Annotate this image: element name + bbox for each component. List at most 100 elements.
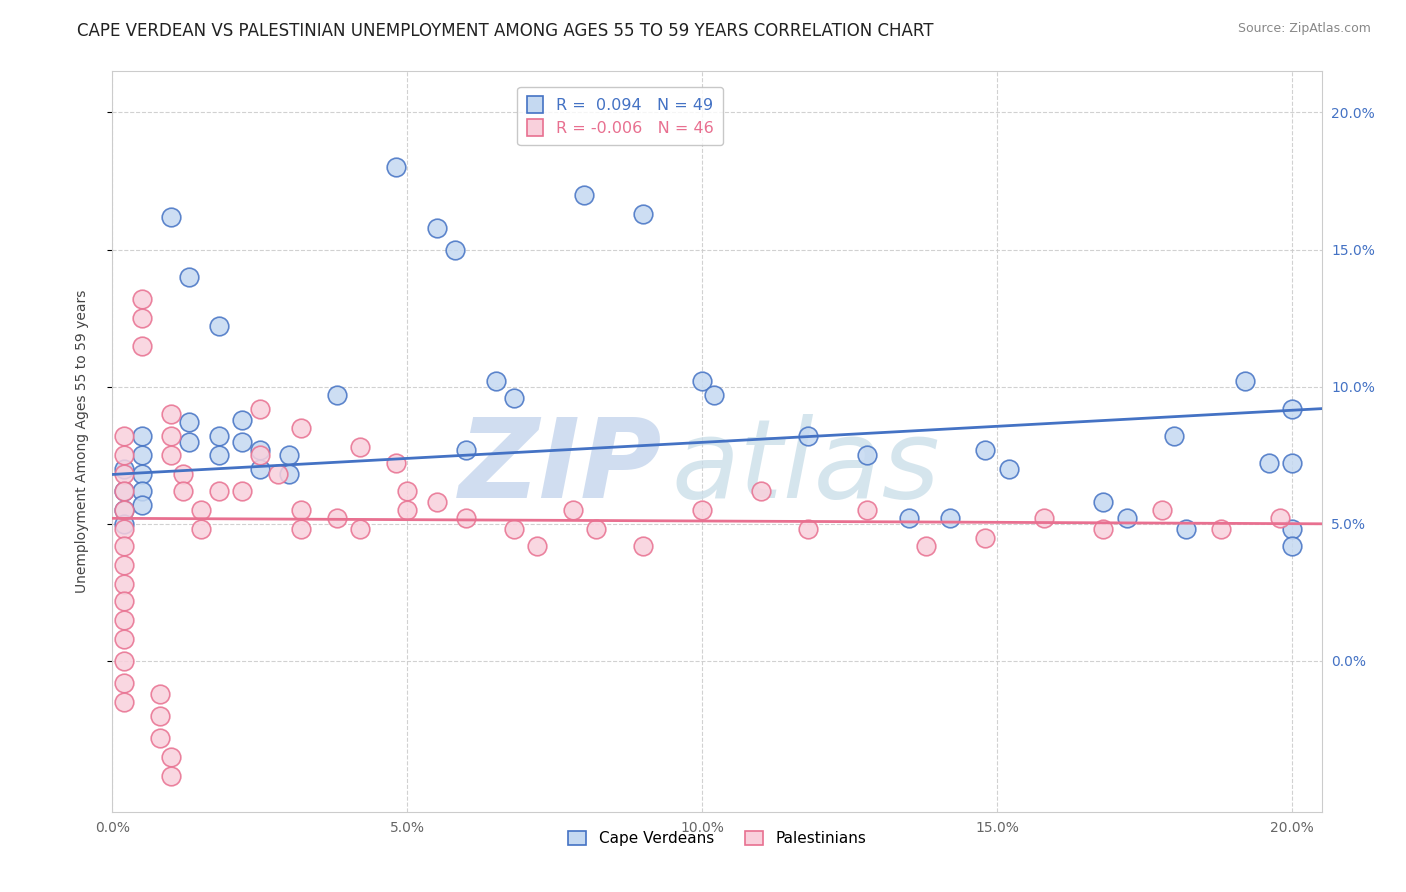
- Point: [149, 687, 172, 701]
- Point: [585, 522, 607, 536]
- Point: [1257, 457, 1279, 471]
- Point: [112, 429, 135, 443]
- Point: [974, 442, 997, 457]
- Point: [396, 483, 419, 498]
- Point: [112, 467, 135, 482]
- Point: [249, 448, 271, 462]
- Point: [349, 522, 371, 536]
- Point: [112, 654, 135, 668]
- Point: [561, 503, 583, 517]
- Point: [1092, 495, 1115, 509]
- Point: [974, 531, 997, 545]
- Point: [485, 374, 508, 388]
- Point: [131, 498, 153, 512]
- Point: [231, 483, 253, 498]
- Point: [112, 539, 135, 553]
- Point: [208, 429, 231, 443]
- Point: [249, 462, 271, 476]
- Point: [231, 412, 253, 426]
- Point: [426, 220, 449, 235]
- Point: [112, 516, 135, 531]
- Point: [208, 448, 231, 462]
- Point: [1281, 401, 1303, 416]
- Point: [160, 429, 183, 443]
- Point: [915, 539, 938, 553]
- Point: [574, 187, 596, 202]
- Point: [703, 388, 725, 402]
- Point: [249, 401, 271, 416]
- Point: [502, 522, 524, 536]
- Text: Source: ZipAtlas.com: Source: ZipAtlas.com: [1237, 22, 1371, 36]
- Point: [112, 676, 135, 690]
- Point: [749, 483, 772, 498]
- Point: [160, 750, 183, 764]
- Point: [443, 243, 465, 257]
- Point: [160, 407, 183, 421]
- Point: [396, 503, 419, 517]
- Point: [112, 632, 135, 646]
- Point: [112, 593, 135, 607]
- Point: [160, 769, 183, 783]
- Point: [131, 448, 153, 462]
- Point: [208, 319, 231, 334]
- Point: [190, 503, 212, 517]
- Point: [131, 338, 153, 352]
- Point: [502, 391, 524, 405]
- Point: [526, 539, 548, 553]
- Point: [266, 467, 288, 482]
- Point: [172, 483, 194, 498]
- Point: [278, 467, 301, 482]
- Point: [179, 415, 201, 429]
- Point: [856, 503, 879, 517]
- Point: [325, 388, 347, 402]
- Point: [160, 448, 183, 462]
- Point: [1152, 503, 1174, 517]
- Point: [190, 522, 212, 536]
- Point: [249, 442, 271, 457]
- Point: [1092, 522, 1115, 536]
- Point: [131, 483, 153, 498]
- Point: [290, 421, 312, 435]
- Point: [998, 462, 1021, 476]
- Point: [797, 522, 820, 536]
- Point: [131, 429, 153, 443]
- Point: [112, 448, 135, 462]
- Point: [172, 467, 194, 482]
- Point: [349, 440, 371, 454]
- Point: [1270, 511, 1292, 525]
- Point: [1281, 522, 1303, 536]
- Point: [897, 511, 920, 525]
- Point: [112, 483, 135, 498]
- Point: [231, 434, 253, 449]
- Point: [426, 495, 449, 509]
- Point: [692, 374, 714, 388]
- Text: atlas: atlas: [671, 414, 939, 521]
- Point: [112, 522, 135, 536]
- Point: [149, 708, 172, 723]
- Point: [797, 429, 820, 443]
- Point: [384, 161, 406, 175]
- Y-axis label: Unemployment Among Ages 55 to 59 years: Unemployment Among Ages 55 to 59 years: [75, 290, 89, 593]
- Point: [149, 731, 172, 745]
- Point: [456, 511, 478, 525]
- Text: CAPE VERDEAN VS PALESTINIAN UNEMPLOYMENT AMONG AGES 55 TO 59 YEARS CORRELATION C: CAPE VERDEAN VS PALESTINIAN UNEMPLOYMENT…: [77, 22, 934, 40]
- Point: [131, 292, 153, 306]
- Point: [131, 311, 153, 326]
- Point: [456, 442, 478, 457]
- Point: [112, 503, 135, 517]
- Point: [112, 503, 135, 517]
- Point: [131, 467, 153, 482]
- Point: [179, 270, 201, 285]
- Point: [1233, 374, 1256, 388]
- Text: ZIP: ZIP: [460, 414, 662, 521]
- Point: [1175, 522, 1198, 536]
- Point: [112, 613, 135, 627]
- Point: [939, 511, 962, 525]
- Point: [112, 462, 135, 476]
- Point: [384, 457, 406, 471]
- Point: [633, 207, 655, 221]
- Point: [692, 503, 714, 517]
- Point: [208, 483, 231, 498]
- Point: [1033, 511, 1056, 525]
- Point: [1163, 429, 1185, 443]
